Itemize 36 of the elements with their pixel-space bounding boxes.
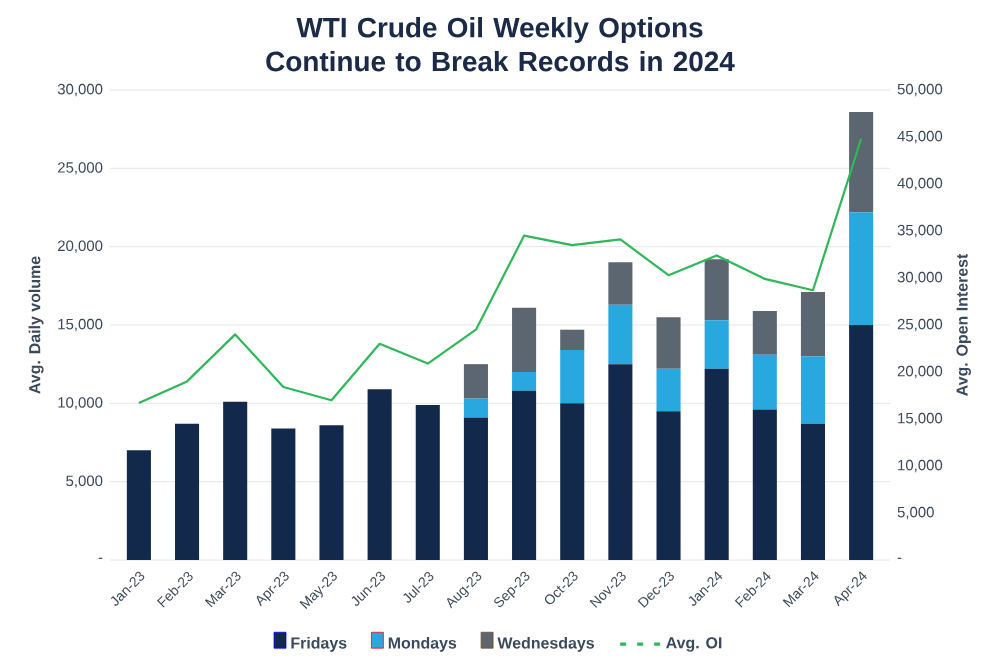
bar bbox=[608, 364, 633, 560]
bar bbox=[656, 368, 681, 412]
bar bbox=[463, 417, 488, 560]
bar bbox=[367, 389, 392, 560]
bar bbox=[223, 401, 248, 560]
bar bbox=[560, 329, 585, 351]
bar bbox=[752, 310, 777, 355]
bar bbox=[800, 423, 826, 560]
bar bbox=[126, 450, 151, 560]
line-series bbox=[137, 137, 863, 405]
bar bbox=[175, 423, 200, 560]
bar bbox=[800, 292, 826, 357]
bar bbox=[656, 317, 681, 369]
bar bbox=[704, 320, 729, 369]
bar bbox=[463, 398, 488, 418]
bar bbox=[704, 368, 729, 560]
bar bbox=[463, 364, 488, 399]
bar bbox=[752, 354, 777, 410]
bar bbox=[319, 425, 344, 560]
bar bbox=[560, 350, 585, 404]
bar bbox=[752, 409, 777, 560]
bar bbox=[656, 411, 681, 560]
bar bbox=[415, 404, 440, 560]
bar bbox=[704, 259, 729, 321]
bar bbox=[512, 307, 537, 372]
chart-title: WTI Crude Oil Weekly Options Continue to Break Records in 2024 bbox=[266, 17, 735, 72]
bar bbox=[849, 111, 874, 213]
bar bbox=[560, 403, 585, 560]
bar bbox=[271, 428, 296, 560]
bar bbox=[800, 356, 826, 424]
bar bbox=[849, 212, 874, 325]
bar bbox=[608, 304, 633, 365]
bar bbox=[608, 262, 633, 305]
bar bbox=[512, 390, 537, 560]
bar bbox=[849, 325, 874, 560]
bar bbox=[512, 372, 537, 391]
